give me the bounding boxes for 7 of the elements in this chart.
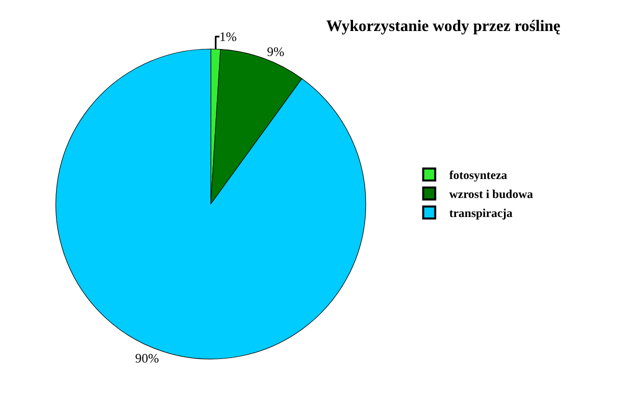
legend-label: transpiracja <box>449 206 513 220</box>
data-label: 1% <box>219 29 237 44</box>
legend-label: wzrost i budowa <box>449 187 533 202</box>
chart-title: Wykorzystanie wody przez roślinę <box>326 18 560 36</box>
legend-label: fotosynteza <box>449 168 508 182</box>
data-label: 90% <box>135 350 160 366</box>
data-label: 9% <box>267 44 285 60</box>
